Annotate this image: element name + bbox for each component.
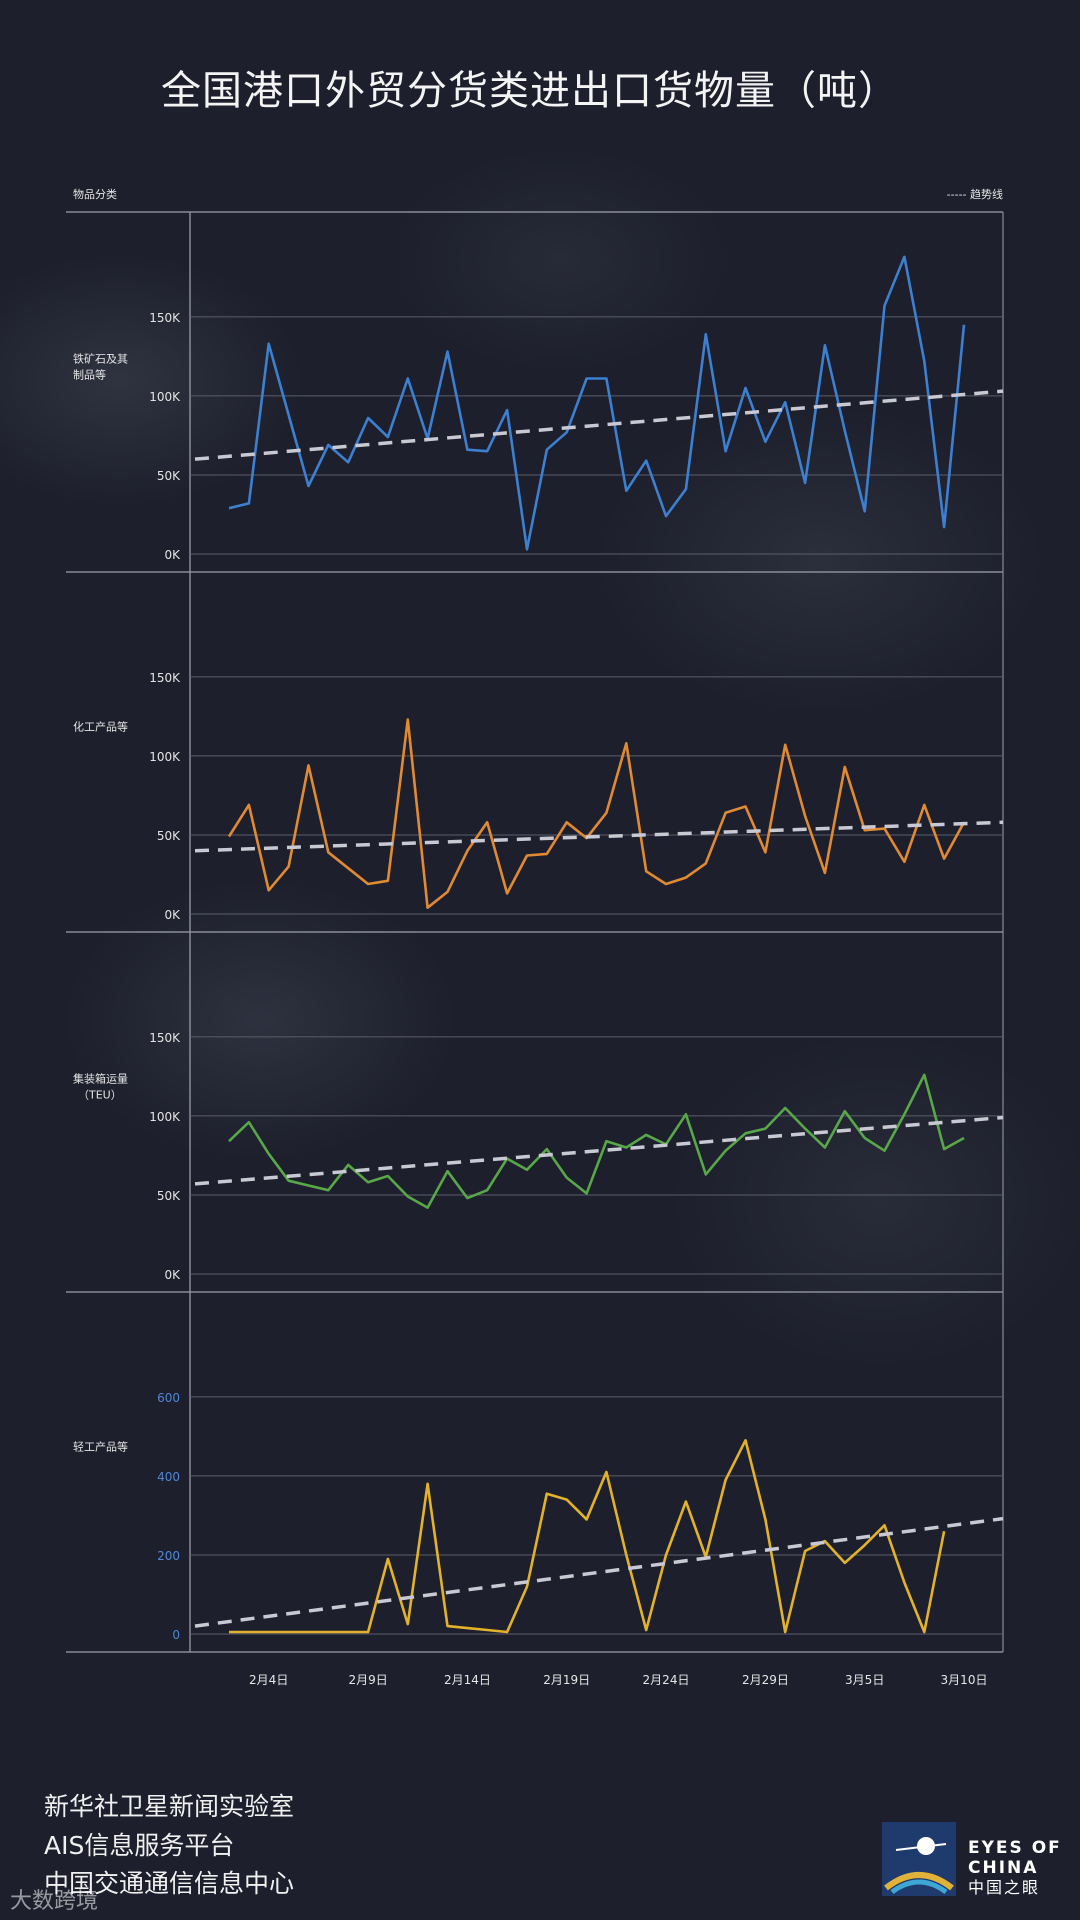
series-line-iron: [228, 255, 966, 551]
y-tick-label: 150K: [149, 311, 181, 325]
y-tick-label: 50K: [157, 469, 181, 483]
category-label: （TEU）: [78, 1088, 122, 1101]
x-axis: 2月4日 2月9日 2月14日 2月19日 2月24日 2月29日 3月5日 3月10日: [249, 1673, 987, 1687]
category-header: 物品分类: [73, 187, 117, 201]
x-tick-label: 2月24日: [643, 1673, 690, 1687]
y-tick-label: 400: [157, 1470, 180, 1484]
trend-line: [194, 1115, 1004, 1186]
trend-line: [194, 820, 1004, 853]
trend-line: [194, 389, 1004, 461]
footer-source-1: 新华社卫星新闻实验室: [44, 1792, 295, 1821]
x-tick-label: 2月14日: [444, 1673, 491, 1687]
y-tick-label: 0K: [164, 1268, 181, 1282]
x-tick-label: 3月5日: [845, 1673, 884, 1687]
chart-panels: 0K50K100K150K铁矿石及其制品等0K50K100K150K化工产品等0…: [66, 211, 1004, 1653]
category-label: 化工产品等: [73, 719, 128, 733]
x-tick-label: 2月29日: [742, 1673, 789, 1687]
y-tick-label: 150K: [149, 1031, 181, 1045]
series-line-light: [229, 1439, 946, 1634]
category-label: 轻工产品等: [73, 1439, 128, 1453]
y-tick-label: 50K: [157, 1189, 181, 1203]
category-label: 制品等: [73, 367, 106, 381]
trend-line: [194, 1516, 1004, 1628]
x-tick-label: 2月9日: [348, 1673, 387, 1687]
panel-3: 0K 50K 100K 150K 集装箱运量 （TEU）: [73, 1031, 1004, 1282]
x-tick-label: 3月10日: [941, 1673, 988, 1687]
y-tick-label: 0K: [164, 908, 181, 922]
trend-legend: ----- 趋势线: [947, 187, 1003, 201]
footer-source-2: AIS信息服务平台: [44, 1831, 235, 1860]
logo-text: EYES OF CHINA 中国之眼: [968, 1838, 1062, 1897]
x-tick-label: 2月19日: [543, 1673, 590, 1687]
series-line-chem: [227, 718, 966, 910]
x-tick-label: 2月4日: [249, 1673, 288, 1687]
watermark: 大数跨境: [10, 1889, 99, 1914]
eyes-of-china-logo-icon: [882, 1822, 956, 1896]
category-label: 铁矿石及其: [73, 352, 128, 365]
category-label: 集装箱运量: [73, 1071, 128, 1085]
y-tick-label: 0K: [164, 548, 181, 562]
y-tick-label: 150K: [149, 671, 181, 685]
panel-2: 0K 50K 100K 150K 化工产品等: [73, 671, 1004, 922]
footer-source-3: 中国交通通信信息中心: [44, 1869, 295, 1898]
series-line-container: [228, 1073, 965, 1209]
y-tick-label: 600: [157, 1391, 180, 1405]
panel-4: 0 200 400 600 轻工产品等: [73, 1391, 1004, 1642]
page-title: 全国港口外贸分货类进出口货物量（吨）: [161, 68, 899, 114]
y-tick-label: 200: [157, 1549, 180, 1563]
y-tick-label: 100K: [149, 1110, 181, 1124]
y-tick-label: 50K: [157, 829, 181, 843]
y-tick-label: 100K: [149, 750, 181, 764]
y-tick-label: 100K: [149, 390, 181, 404]
y-tick-label: 0: [172, 1628, 180, 1642]
